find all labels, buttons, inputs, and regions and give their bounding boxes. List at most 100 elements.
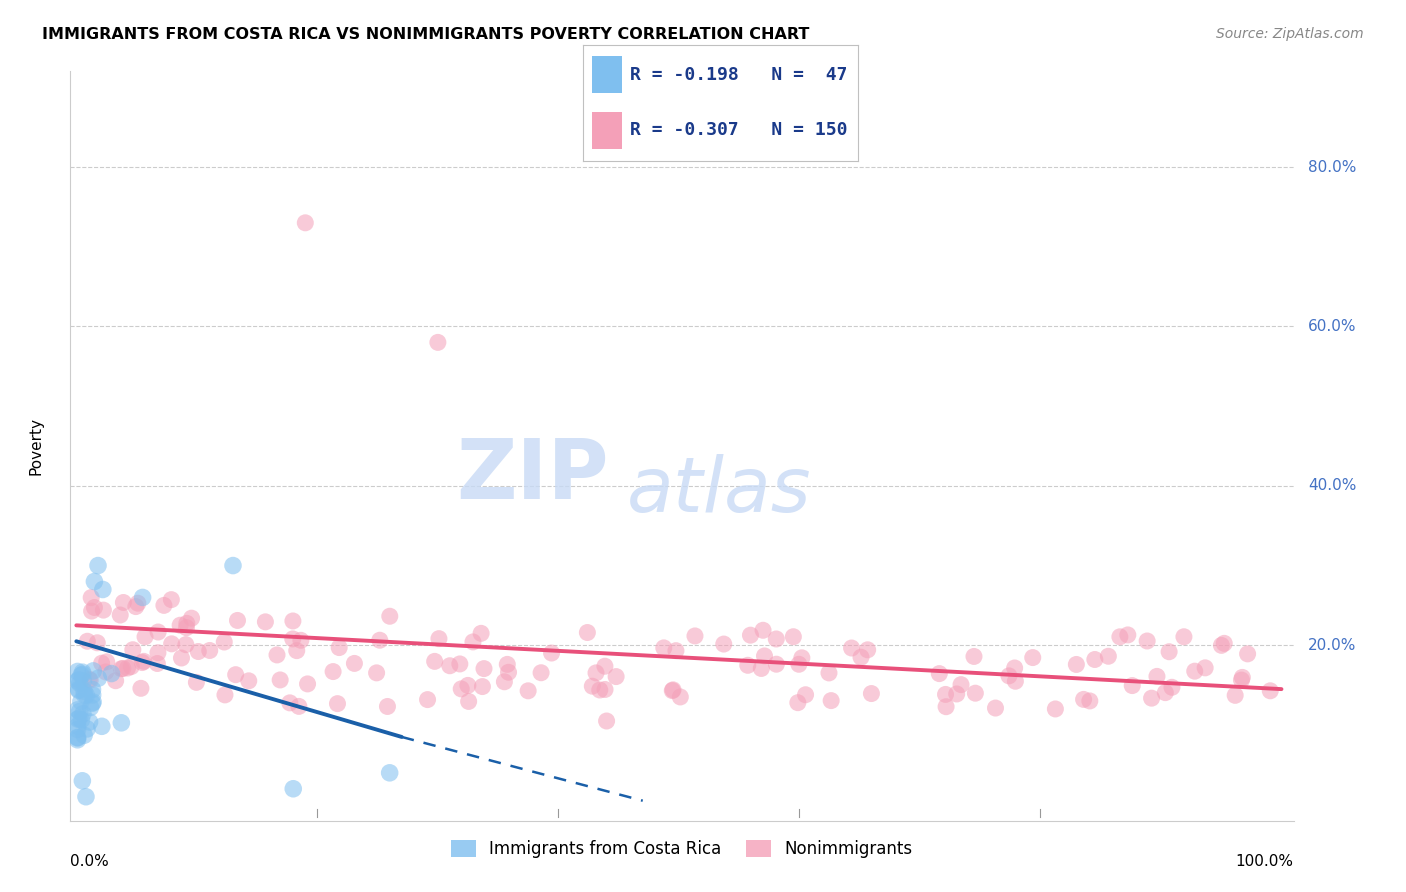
Point — [214, 688, 236, 702]
Point — [765, 632, 787, 646]
Point — [787, 657, 810, 672]
Point — [498, 665, 520, 680]
Point — [66, 703, 89, 717]
Point — [186, 675, 208, 690]
Point — [377, 699, 399, 714]
Point — [131, 591, 153, 605]
Point — [125, 599, 148, 614]
Point — [661, 683, 683, 698]
Point — [1078, 694, 1101, 708]
Point — [1211, 639, 1233, 653]
Point — [169, 618, 191, 632]
Point — [1084, 652, 1107, 666]
Point — [79, 714, 101, 729]
Text: R = -0.198   N =  47: R = -0.198 N = 47 — [630, 66, 848, 84]
Point — [66, 712, 89, 726]
Point — [94, 665, 117, 679]
Point — [326, 697, 349, 711]
Point — [984, 701, 1007, 715]
Point — [461, 635, 484, 649]
Point — [856, 642, 879, 657]
Point — [111, 661, 134, 675]
Point — [322, 665, 344, 679]
Point — [935, 688, 957, 702]
Point — [963, 649, 986, 664]
Point — [67, 673, 90, 687]
Text: R = -0.307   N = 150: R = -0.307 N = 150 — [630, 121, 848, 139]
Point — [860, 687, 883, 701]
Point — [494, 674, 516, 689]
Point — [110, 662, 132, 676]
Point — [77, 672, 100, 686]
Point — [841, 640, 863, 655]
Point — [749, 661, 772, 675]
Point — [416, 692, 439, 706]
Point — [1066, 657, 1088, 672]
Point — [281, 614, 304, 628]
Point — [70, 713, 93, 727]
Point — [82, 696, 104, 710]
Point — [713, 637, 735, 651]
Point — [1223, 689, 1246, 703]
Point — [104, 673, 127, 688]
Point — [457, 678, 479, 692]
Text: 0.0%: 0.0% — [70, 855, 110, 870]
Point — [176, 616, 198, 631]
Point — [146, 646, 169, 660]
Point — [517, 683, 540, 698]
Point — [72, 706, 94, 721]
Point — [82, 682, 104, 697]
Point — [439, 658, 461, 673]
Point — [285, 643, 308, 657]
Point — [100, 666, 122, 681]
Point — [146, 657, 169, 671]
Point — [76, 634, 98, 648]
Point — [585, 665, 607, 680]
Point — [82, 688, 104, 702]
Point — [117, 661, 139, 675]
Point — [945, 687, 967, 701]
Point — [1136, 634, 1159, 648]
Point — [66, 719, 89, 733]
Point — [281, 632, 304, 646]
Point — [1004, 661, 1026, 675]
Point — [132, 654, 155, 668]
Point — [176, 621, 198, 635]
Point — [790, 650, 813, 665]
Point — [589, 683, 612, 698]
Text: 20.0%: 20.0% — [1308, 638, 1357, 653]
Point — [378, 609, 401, 624]
Point — [328, 640, 350, 655]
Point — [222, 558, 245, 573]
Point — [935, 699, 957, 714]
Point — [83, 574, 105, 589]
Point — [366, 665, 388, 680]
Legend: Immigrants from Costa Rica, Nonimmigrants: Immigrants from Costa Rica, Nonimmigrant… — [444, 833, 920, 864]
Point — [70, 694, 93, 708]
Point — [86, 636, 108, 650]
Point — [174, 638, 197, 652]
Point — [83, 600, 105, 615]
Text: 100.0%: 100.0% — [1236, 855, 1294, 870]
Point — [90, 657, 112, 671]
Point — [540, 646, 562, 660]
Point — [67, 682, 90, 697]
Point — [91, 582, 114, 597]
Point — [79, 700, 101, 714]
Point — [595, 714, 617, 728]
Text: atlas: atlas — [627, 454, 811, 528]
Point — [76, 722, 98, 736]
Text: 40.0%: 40.0% — [1308, 478, 1357, 493]
Point — [665, 643, 688, 657]
Point — [180, 611, 202, 625]
Point — [752, 624, 775, 638]
Point — [998, 669, 1021, 683]
Point — [576, 625, 599, 640]
Point — [225, 667, 247, 681]
Point — [131, 656, 153, 670]
Point — [127, 596, 149, 610]
Point — [121, 642, 143, 657]
Point — [80, 591, 103, 605]
Point — [266, 648, 288, 662]
Text: 60.0%: 60.0% — [1308, 319, 1357, 334]
